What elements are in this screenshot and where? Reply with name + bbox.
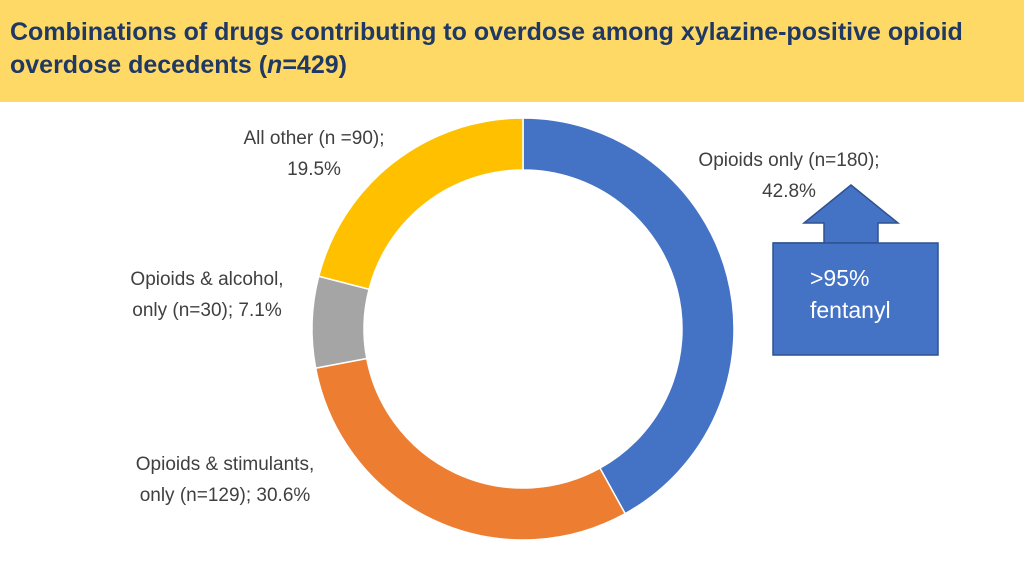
slice-label-opioids-only: Opioids only (n=180); 42.8% xyxy=(664,145,914,207)
slice-label-opioids-alcohol: Opioids & alcohol, only (n=30); 7.1% xyxy=(92,264,322,326)
title-suffix: =429) xyxy=(282,51,347,79)
title-prefix: Combinations of drugs contributing to ov… xyxy=(10,18,963,79)
donut-slice-opioids-stimulants xyxy=(314,357,627,541)
callout-line1: >95% xyxy=(810,265,870,291)
slice-label-line2: 19.5% xyxy=(287,159,341,180)
slice-label-line1: All other (n =90); xyxy=(243,128,385,149)
slice-label-opioids-stimulants: Opioids & stimulants, only (n=129); 30.6… xyxy=(100,449,350,511)
slice-label-line2: only (n=129); 30.6% xyxy=(139,485,311,506)
callout-text: >95% fentanyl xyxy=(810,262,891,326)
slice-label-line2: only (n=30); 7.1% xyxy=(132,300,282,321)
slice-label-line2: 42.8% xyxy=(762,181,816,202)
title-banner: Combinations of drugs contributing to ov… xyxy=(0,0,1024,102)
callout-arrow-shape xyxy=(773,184,901,244)
slice-label-line1: Opioids & alcohol, xyxy=(130,269,284,290)
slice-label-all-other: All other (n =90); 19.5% xyxy=(204,123,424,185)
callout-box xyxy=(772,242,939,356)
title-n-symbol: n xyxy=(267,51,283,79)
page-title: Combinations of drugs contributing to ov… xyxy=(10,16,1010,82)
donut-slices xyxy=(311,117,735,541)
donut-slice-opioids-only xyxy=(522,117,735,515)
slice-label-line1: Opioids & stimulants, xyxy=(135,454,315,475)
slice-label-line1: Opioids only (n=180); xyxy=(698,150,880,171)
donut-slice-all-other xyxy=(317,117,524,291)
callout-line2: fentanyl xyxy=(810,297,891,323)
